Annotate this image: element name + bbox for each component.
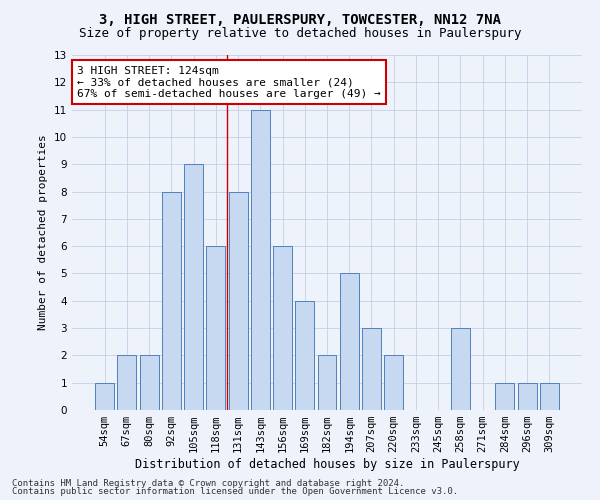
Bar <box>384 356 403 410</box>
Bar <box>518 382 536 410</box>
Bar <box>95 382 114 410</box>
Bar <box>140 356 158 410</box>
Bar <box>273 246 292 410</box>
Y-axis label: Number of detached properties: Number of detached properties <box>38 134 49 330</box>
Bar <box>496 382 514 410</box>
Bar <box>162 192 181 410</box>
Text: Contains public sector information licensed under the Open Government Licence v3: Contains public sector information licen… <box>12 487 458 496</box>
Bar <box>118 356 136 410</box>
X-axis label: Distribution of detached houses by size in Paulerspury: Distribution of detached houses by size … <box>134 458 520 471</box>
Bar <box>206 246 225 410</box>
Bar <box>451 328 470 410</box>
Text: Size of property relative to detached houses in Paulerspury: Size of property relative to detached ho… <box>79 28 521 40</box>
Bar <box>540 382 559 410</box>
Bar <box>295 301 314 410</box>
Bar <box>340 274 359 410</box>
Bar <box>251 110 270 410</box>
Bar <box>317 356 337 410</box>
Text: 3 HIGH STREET: 124sqm
← 33% of detached houses are smaller (24)
67% of semi-deta: 3 HIGH STREET: 124sqm ← 33% of detached … <box>77 66 381 99</box>
Bar <box>362 328 381 410</box>
Text: Contains HM Land Registry data © Crown copyright and database right 2024.: Contains HM Land Registry data © Crown c… <box>12 478 404 488</box>
Bar <box>184 164 203 410</box>
Text: 3, HIGH STREET, PAULERSPURY, TOWCESTER, NN12 7NA: 3, HIGH STREET, PAULERSPURY, TOWCESTER, … <box>99 12 501 26</box>
Bar <box>229 192 248 410</box>
